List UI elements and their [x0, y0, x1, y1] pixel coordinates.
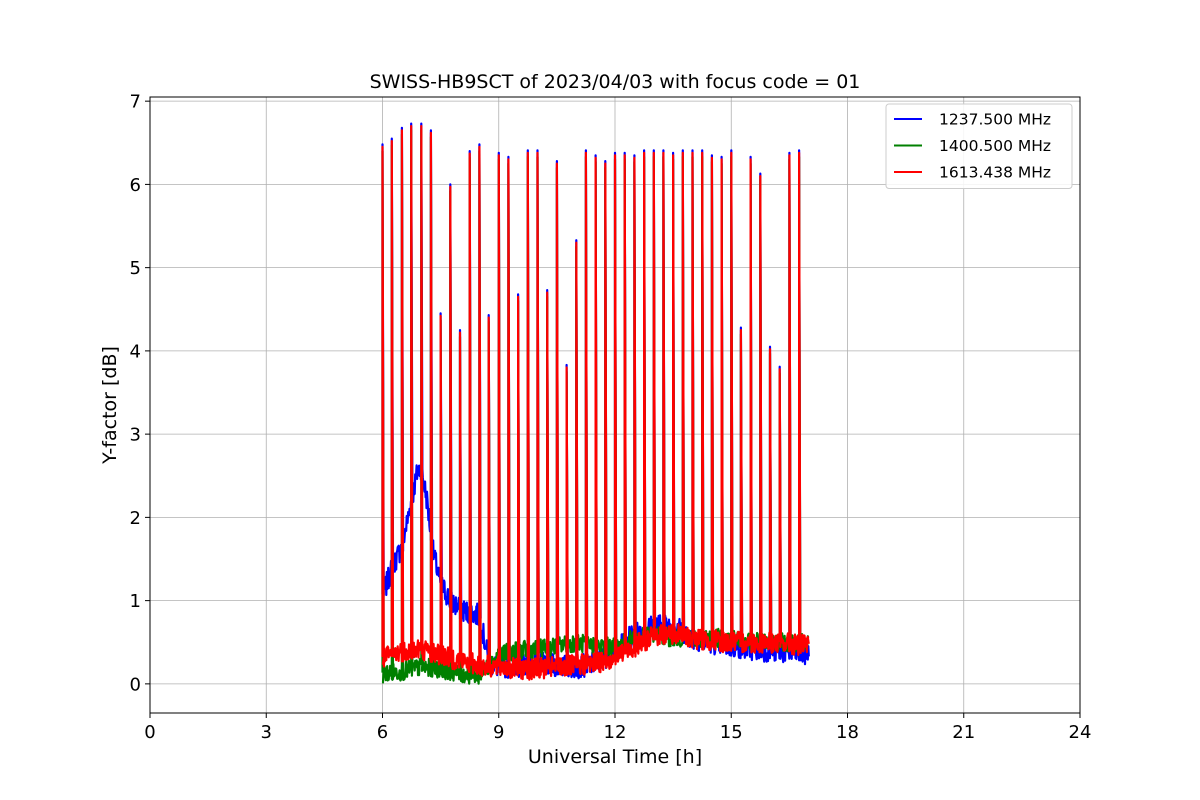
- chart-title: SWISS-HB9SCT of 2023/04/03 with focus co…: [370, 71, 861, 93]
- y-tick-label: 0: [130, 674, 141, 695]
- legend-box: [885, 103, 1073, 189]
- x-tick-label: 9: [493, 722, 504, 743]
- y-tick-label: 5: [130, 258, 141, 279]
- x-tick-label: 6: [377, 722, 388, 743]
- x-tick-label: 15: [720, 722, 743, 743]
- x-tick-label: 18: [836, 722, 859, 743]
- y-tick-label: 6: [130, 175, 141, 196]
- x-tick-label: 12: [604, 722, 627, 743]
- legend-label: 1237.500 MHz: [939, 111, 1051, 129]
- x-tick-label: 21: [952, 722, 975, 743]
- x-tick-label: 3: [261, 722, 272, 743]
- y-tick-label: 4: [130, 341, 141, 362]
- y-tick-label: 2: [130, 508, 141, 529]
- plot-data: [381, 122, 810, 685]
- series-line-3: [381, 125, 810, 681]
- y-tick-label: 7: [130, 92, 141, 113]
- y-tick-label: 1: [130, 591, 141, 612]
- legend-label: 1400.500 MHz: [939, 137, 1051, 155]
- x-axis-label: Universal Time [h]: [528, 746, 702, 768]
- y-axis-label: Y-factor [dB]: [99, 346, 121, 465]
- x-tick-label: 0: [144, 722, 155, 743]
- legend-label: 1613.438 MHz: [939, 164, 1051, 182]
- y-tick-label: 3: [130, 425, 141, 446]
- x-tick-label: 24: [1069, 722, 1092, 743]
- legend: 1237.500 MHz 1400.500 MHz 1613.438 MHz: [885, 103, 1073, 189]
